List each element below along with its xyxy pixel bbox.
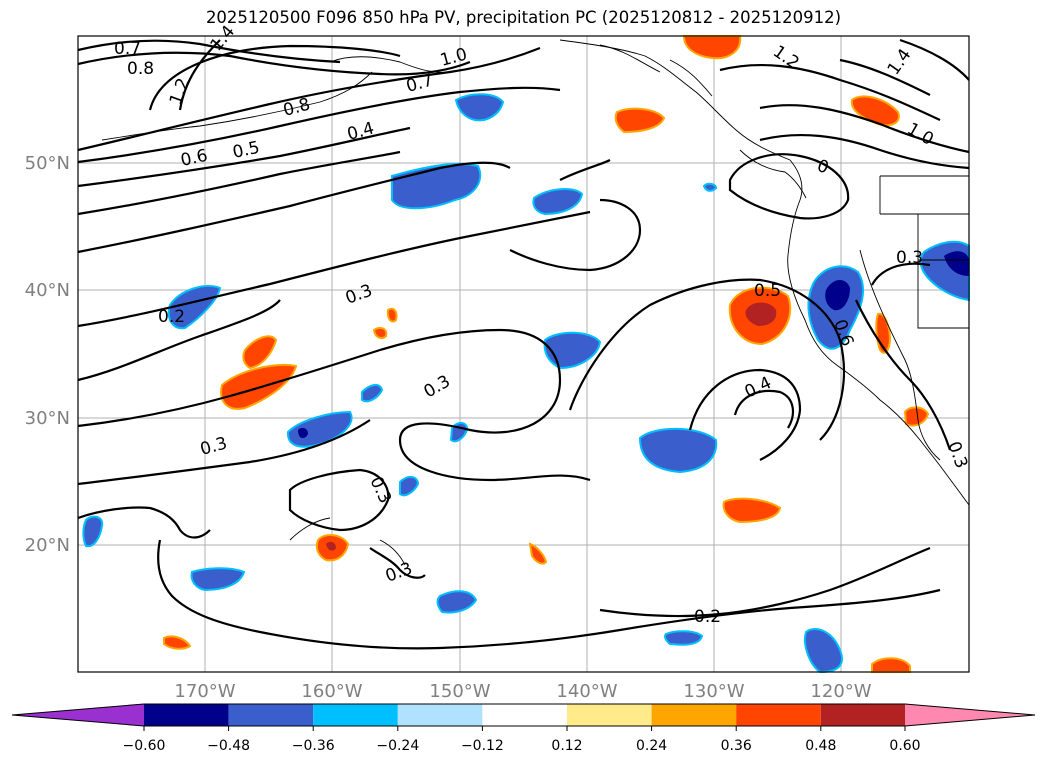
map-plot-area [78,36,969,672]
precip-blob [399,476,420,497]
precip-blob [167,285,222,330]
contour-label: 0.8 [127,59,154,79]
lat-label: 20°N [25,535,70,556]
precip-blob [163,635,192,650]
precip-blob [804,628,843,674]
colorbar-segment [313,704,398,726]
precip-blob [543,331,602,370]
pv-contours [77,38,970,650]
latitude-axis: 50°N 40°N 30°N 20°N [25,153,70,556]
precip-blob [436,590,478,614]
precip-blob [664,630,704,646]
colorbar-extend-right [905,704,1035,726]
map-title: 2025120500 F096 850 hPa PV, precipitatio… [205,8,842,27]
colorbar-tick-label: −0.12 [461,738,504,754]
lon-label: 160°W [301,681,362,702]
precip-blob [326,541,336,551]
precip-blob [871,657,911,673]
colorbar-tick-label: 0.48 [805,738,836,754]
precip-blob [722,497,782,524]
precip-blob [361,384,384,403]
precip-blob [825,279,850,311]
precip-negative-areas [82,93,970,674]
precip-blob [682,35,742,60]
longitude-axis: 170°W 160°W 150°W 140°W 130°W 120°W [174,681,871,702]
precip-blob [286,410,353,448]
map-frame [77,35,970,673]
precip-blob [614,107,666,134]
lon-label: 150°W [429,681,490,702]
contour-label: 0.2 [694,607,721,627]
precip-blob [82,515,104,548]
precip-blob [242,335,278,370]
colorbar-segment [397,704,483,726]
lon-label: 130°W [683,681,744,702]
precip-blob [454,93,505,122]
precip-blob [386,307,398,323]
lon-label: 120°W [810,681,871,702]
precip-blob [850,95,900,127]
precip-positive-areas [163,35,930,673]
colorbar-segment [736,704,821,726]
lat-label: 50°N [25,153,70,174]
precip-blob [944,251,969,276]
colorbar-tick-label: −0.36 [292,738,335,754]
colorbar-segment [482,704,567,726]
colorbar-segment [651,704,737,726]
lat-label: 30°N [25,408,70,429]
contour-label: 0.2 [158,307,185,327]
colorbar-tick-label: −0.60 [123,738,166,754]
precip-blob [190,567,246,592]
colorbar-ticks [143,726,906,731]
colorbar-segment [820,704,905,726]
colorbar-tick-label: 0.12 [551,738,582,754]
contour-label: 0.5 [754,281,781,301]
precip-blob [528,542,548,565]
lon-label: 170°W [174,681,235,702]
precip-blob [532,188,584,216]
colorbar-segment [144,704,229,726]
colorbar-tick-label: 0.36 [721,738,752,754]
contour-label-group: 0.7 0.8 1.2 1.4 0.8 0.7 1.0 1.2 1.4 0.6 … [114,22,971,627]
precip-blob [372,327,388,339]
colorbar-tick-label: 0.60 [889,738,920,754]
colorbar-tick-label: −0.24 [376,738,419,754]
colorbar-tick-label: −0.48 [207,738,250,754]
precip-blob [745,302,777,326]
colorbar: −0.60 −0.48 −0.36 −0.24 −0.12 0.12 0.24 … [11,703,1036,754]
lon-label: 140°W [556,681,617,702]
lat-label: 40°N [25,280,70,301]
contour-label: 0.3 [896,248,923,268]
colorbar-extend-left [12,704,144,726]
colorbar-tick-label: 0.24 [636,738,667,754]
colorbar-segment [228,704,314,726]
precip-blob [903,406,930,427]
colorbar-segment [567,704,652,726]
precip-blob [298,427,308,439]
contour-label: 0.7 [114,39,141,59]
precip-blob [702,182,718,192]
precip-blob [638,427,718,474]
